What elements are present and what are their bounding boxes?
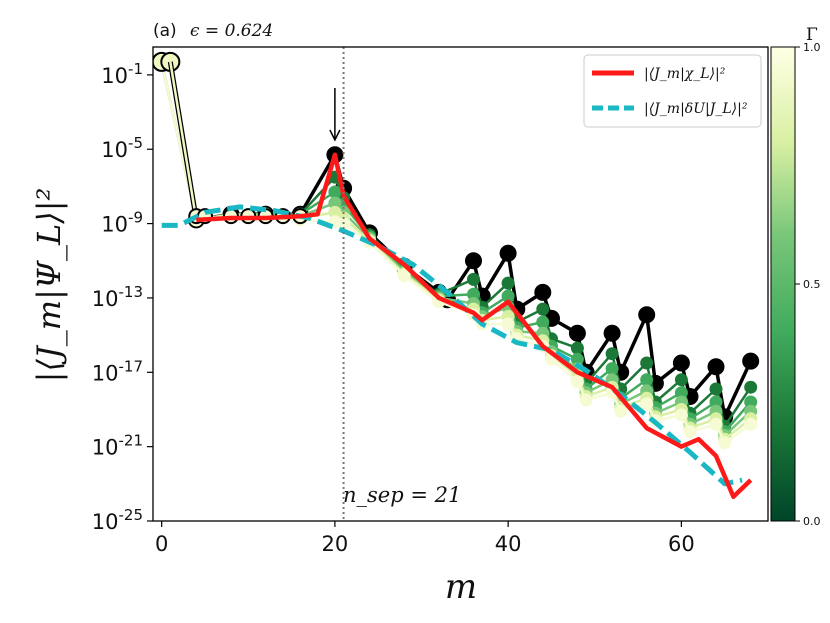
drop-line-inner bbox=[169, 61, 198, 221]
gamma-series-point bbox=[570, 375, 584, 389]
x-tick-label: 20 bbox=[322, 532, 349, 556]
y-tick-label: 10-9 bbox=[101, 209, 143, 237]
gamma-series-point bbox=[640, 356, 654, 370]
gamma-series-point bbox=[638, 306, 656, 324]
gamma-series-point bbox=[674, 408, 688, 422]
y-tick-exponent: -1 bbox=[128, 60, 143, 78]
gamma-series-point bbox=[501, 276, 515, 290]
colorbar-label: Γ bbox=[806, 25, 818, 45]
gamma-series-point bbox=[744, 380, 758, 394]
arrow-head bbox=[329, 129, 341, 142]
gamma-series-point bbox=[672, 354, 690, 372]
legend-cyan-label: |⟨J_m|δU|J_L⟩|² bbox=[644, 101, 748, 117]
cyan-dashed-series bbox=[161, 204, 743, 487]
series-layer bbox=[153, 51, 760, 500]
separation-label: n_sep = 21 bbox=[343, 483, 461, 507]
colorbar-gradient bbox=[770, 46, 796, 522]
y-tick-base: 10 bbox=[92, 361, 119, 385]
gamma-series-point bbox=[605, 362, 619, 376]
y-tick-base: 10 bbox=[92, 287, 119, 311]
y-tick-base: 10 bbox=[92, 510, 119, 534]
plot-frame bbox=[152, 46, 769, 522]
gamma-series-point bbox=[570, 341, 584, 355]
y-tick-base: 10 bbox=[92, 436, 119, 460]
epsilon-label: ϵ = 0.624 bbox=[190, 21, 273, 41]
x-tick-label: 40 bbox=[495, 532, 522, 556]
gamma-series-point bbox=[605, 347, 619, 361]
y-tick-exponent: -17 bbox=[119, 357, 144, 375]
gamma-series-point bbox=[499, 244, 517, 262]
gamma-series-point bbox=[707, 358, 725, 376]
gamma-series-point bbox=[709, 382, 723, 396]
x-axis: 0 20 40 60 bbox=[155, 521, 695, 556]
gamma-series-point bbox=[718, 436, 732, 450]
y-tick-label: 10-1 bbox=[101, 60, 143, 88]
y-tick-base: 10 bbox=[101, 213, 128, 237]
y-tick-base: 10 bbox=[101, 138, 128, 162]
red-series bbox=[196, 152, 753, 500]
legend-red-label: |⟨J_m|χ_L⟩|² bbox=[644, 66, 726, 82]
y-tick-exponent: -9 bbox=[128, 209, 143, 227]
y-tick-exponent: -25 bbox=[119, 506, 144, 524]
y-tick-exponent: -13 bbox=[119, 283, 144, 301]
legend: |⟨J_m|χ_L⟩|² |⟨J_m|δU|J_L⟩|² bbox=[583, 54, 762, 128]
gamma-series-point bbox=[397, 269, 411, 283]
gamma-series-point bbox=[501, 317, 515, 331]
y-tick-exponent: -5 bbox=[128, 134, 143, 152]
gamma-series-point bbox=[568, 324, 586, 342]
gamma-series-point bbox=[709, 417, 723, 431]
x-tick-label: 0 bbox=[155, 532, 168, 556]
gamma-series-point bbox=[536, 302, 550, 316]
y-tick-exponent: -21 bbox=[119, 432, 144, 450]
y-tick-label: 10-13 bbox=[92, 283, 143, 311]
gamma-series-point bbox=[579, 393, 593, 407]
y-axis-label: |⟨J_m|Ψ_L⟩|² bbox=[30, 188, 68, 383]
gamma-series-point bbox=[683, 425, 697, 439]
gamma-series-point bbox=[534, 283, 552, 301]
gamma-series-point bbox=[614, 404, 628, 418]
y-tick-label: 10-21 bbox=[92, 432, 143, 460]
gamma-series-point bbox=[328, 185, 342, 199]
peak-arrow bbox=[329, 88, 341, 142]
colorbar-tick-label-mid: 0.5 bbox=[803, 278, 821, 291]
gamma-series-point bbox=[467, 272, 480, 286]
panel-label: (a) bbox=[153, 21, 177, 41]
gamma-series-point bbox=[640, 397, 654, 411]
y-tick-label: 10-17 bbox=[92, 357, 143, 385]
y-tick-label: 10-5 bbox=[101, 134, 143, 162]
gamma-series-point bbox=[742, 352, 760, 370]
gamma-series-point bbox=[674, 373, 688, 387]
gamma-series-point bbox=[640, 373, 654, 387]
gamma-series-point bbox=[744, 417, 758, 431]
gamma-series-point bbox=[465, 252, 482, 270]
y-tick-base: 10 bbox=[101, 64, 128, 88]
x-tick-label: 60 bbox=[668, 532, 695, 556]
y-tick-label: 10-25 bbox=[92, 506, 143, 534]
x-axis-label: m bbox=[445, 567, 477, 607]
colorbar-tick-label-bottom: 0.0 bbox=[803, 515, 821, 528]
gamma-series-point bbox=[536, 315, 550, 329]
colorbar: Γ 1.0 0.5 0.0 bbox=[770, 25, 821, 528]
gamma-series-point bbox=[603, 324, 621, 342]
colorbar-tick-label-top: 1.0 bbox=[803, 41, 821, 54]
